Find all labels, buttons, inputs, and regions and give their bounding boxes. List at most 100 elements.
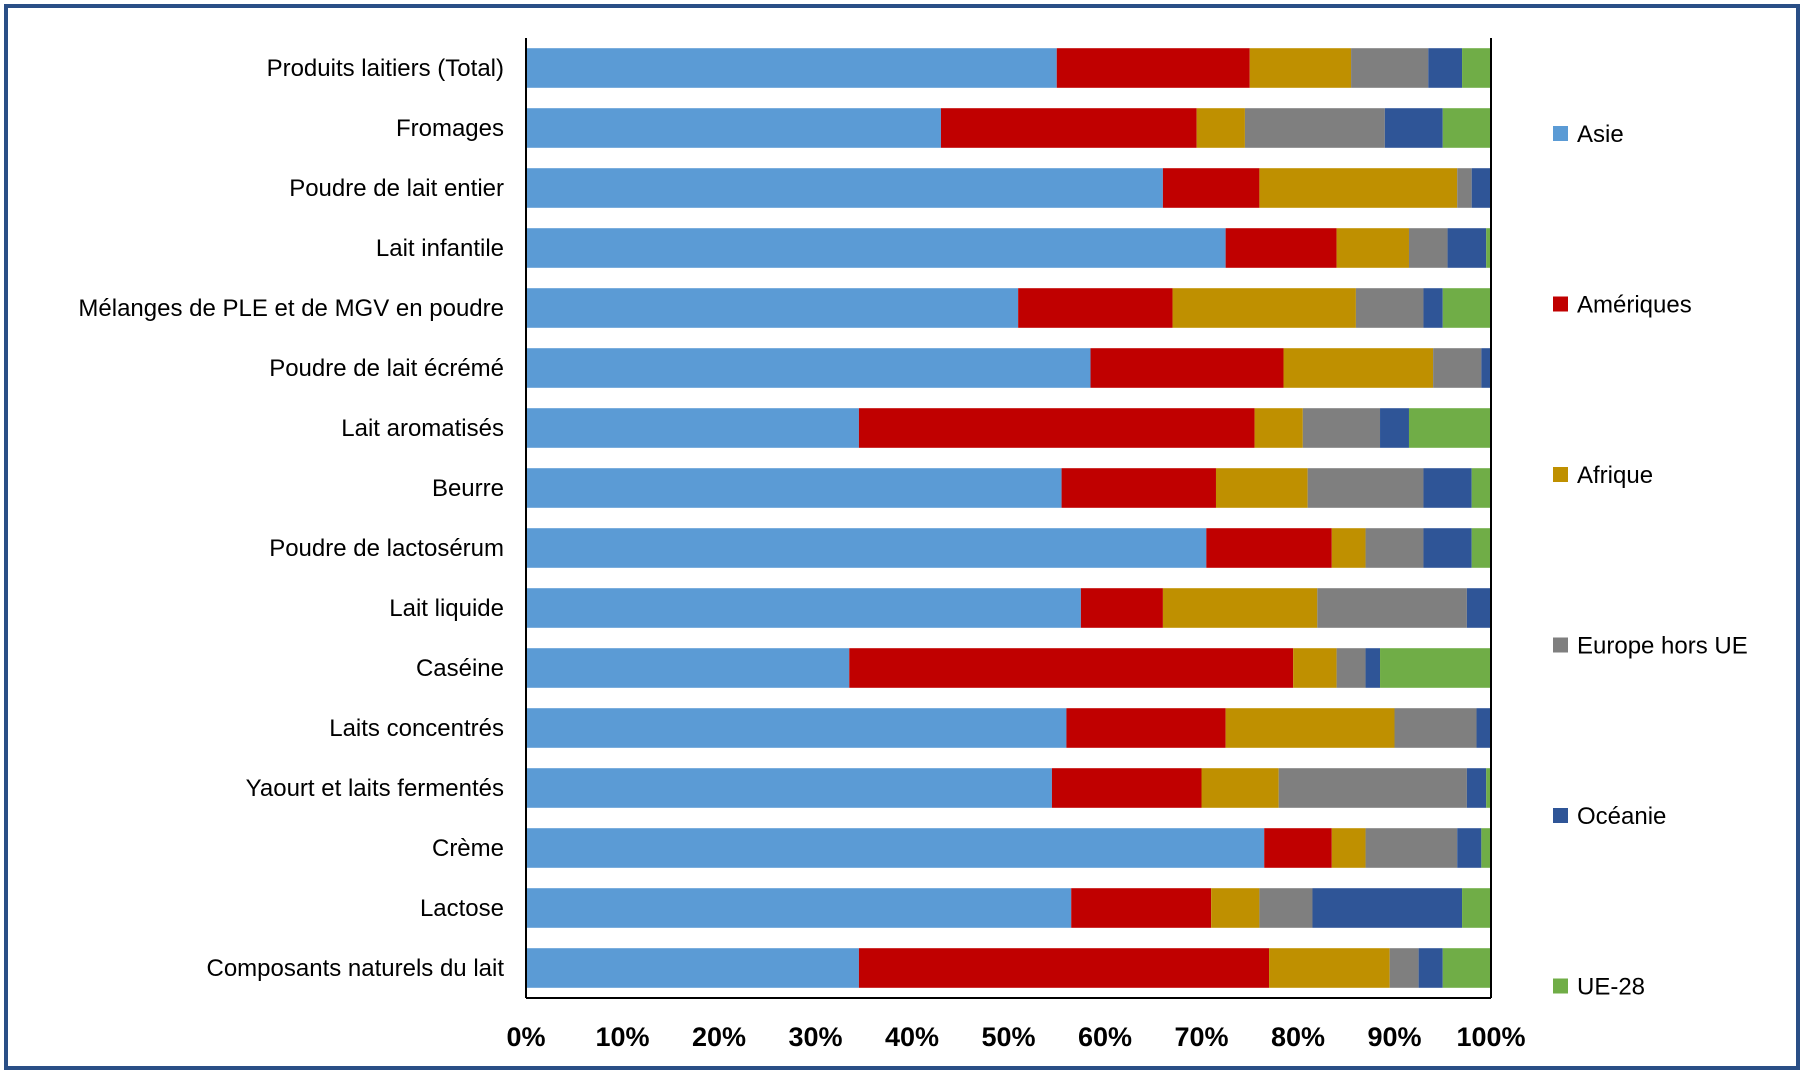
category-label: Lait aromatisés [341,415,504,442]
legend-label: UE-28 [1577,974,1645,1001]
bar-segment-6-row-4 [1486,228,1491,268]
bar-segment-3-row-11 [1293,648,1337,688]
bar-segment-3-row-12 [1225,708,1395,748]
category-label: Mélanges de PLE et de MGV en poudre [78,295,504,322]
bar-segment-2-row-1 [1056,48,1250,88]
x-tick-label: 50% [981,1022,1035,1052]
bar-segment-3-row-10 [1162,588,1318,628]
bar-segment-2-row-6 [1090,348,1284,388]
bar-segment-4-row-14 [1365,828,1458,868]
legend-swatch [1553,978,1568,994]
bar-segment-4-row-9 [1365,528,1424,568]
category-label: Beurre [432,475,504,502]
bar-segment-6-row-15 [1462,888,1491,928]
category-label: Crème [432,835,504,862]
bar-segment-5-row-15 [1312,888,1463,928]
bar-segment-2-row-14 [1264,828,1332,868]
category-label: Poudre de lactosérum [269,535,504,562]
bar-segment-1-row-13 [526,768,1052,808]
x-tick-label: 40% [885,1022,939,1052]
category-label: Lactose [420,895,504,922]
bar-segment-5-row-3 [1471,168,1491,208]
bar-segment-3-row-13 [1201,768,1279,808]
x-tick-label: 10% [595,1022,649,1052]
bar-segment-3-row-4 [1336,228,1409,268]
x-tick-label: 60% [1078,1022,1132,1052]
bar-segment-4-row-15 [1259,888,1313,928]
bar-segment-5-row-5 [1423,288,1443,328]
bar-segment-3-row-3 [1259,168,1458,208]
bar-segment-6-row-2 [1442,108,1491,148]
bar-segment-4-row-10 [1317,588,1467,628]
bar-segment-5-row-13 [1466,768,1487,808]
bar-segment-2-row-11 [849,648,1294,688]
bar-segment-5-row-14 [1457,828,1482,868]
bar-segment-2-row-15 [1071,888,1212,928]
category-label: Produits laitiers (Total) [267,55,504,82]
category-label: Composants naturels du lait [207,955,505,982]
chart-frame: Produits laitiers (Total) Fromages Poudre … [4,4,1800,1070]
x-tick-label: 30% [788,1022,842,1052]
bar-segment-5-row-7 [1380,408,1409,448]
bar-segment-1-row-3 [526,168,1163,208]
bar-segment-1-row-12 [526,708,1067,748]
category-label: Lait infantile [376,235,504,262]
bar-segment-3-row-15 [1211,888,1260,928]
bar-segment-4-row-12 [1394,708,1477,748]
x-tick-label: 0% [506,1022,545,1052]
bar-segment-4-row-4 [1408,228,1448,268]
bar-segment-5-row-1 [1428,48,1463,88]
bar-segment-4-row-2 [1244,108,1385,148]
x-tick-label: 70% [1174,1022,1228,1052]
bar-segment-1-row-2 [526,108,941,148]
bar-segment-5-row-4 [1447,228,1487,268]
legend-swatch [1553,808,1568,823]
bar-segment-5-row-12 [1476,708,1491,748]
bar-segment-3-row-7 [1254,408,1303,448]
legend-label: Europe hors UE [1577,633,1748,660]
bar-segment-6-row-16 [1442,948,1491,988]
bar-segment-4-row-6 [1433,348,1482,388]
legend: Asie Amériques Afrique Europe hors UE Océani… [1553,121,1748,1001]
bar-segment-4-row-11 [1336,648,1366,688]
bar-segment-2-row-3 [1162,168,1260,208]
bar-segment-3-row-8 [1215,468,1308,508]
bar-segment-1-row-5 [526,288,1019,328]
category-label: Lait liquide [389,595,504,622]
category-label: Fromages [396,115,504,142]
bar-segment-6-row-14 [1481,828,1491,868]
bar-segment-3-row-14 [1331,828,1366,868]
bar-segment-1-row-8 [526,468,1062,508]
bar-segment-1-row-10 [526,588,1081,628]
bar-segment-5-row-9 [1423,528,1472,568]
bar-segment-5-row-10 [1466,588,1492,628]
legend-label: Afrique [1577,462,1653,489]
bar-segment-2-row-9 [1206,528,1332,568]
bar-segment-1-row-4 [526,228,1226,268]
bar-segment-4-row-8 [1307,468,1424,508]
legend-label: Asie [1577,121,1624,148]
bar-segment-6-row-1 [1462,48,1491,88]
bar-segment-2-row-10 [1080,588,1163,628]
bar-segment-2-row-4 [1225,228,1337,268]
bar-segment-2-row-8 [1061,468,1216,508]
bar-segment-1-row-14 [526,828,1265,868]
bar-segment-1-row-16 [526,948,859,988]
legend-label: Amériques [1577,292,1692,319]
x-tick-label: 90% [1367,1022,1421,1052]
bar-segment-2-row-2 [940,108,1197,148]
bar-segment-1-row-6 [526,348,1091,388]
bar-segment-5-row-6 [1481,348,1491,388]
bar-segment-6-row-13 [1486,768,1491,808]
bar-segment-4-row-5 [1355,288,1424,328]
bar-segment-4-row-1 [1351,48,1429,88]
category-label: Yaourt et laits fermentés [246,775,504,802]
bar-segment-4-row-7 [1302,408,1381,448]
bar-segment-2-row-16 [858,948,1270,988]
bar-segment-4-row-16 [1389,948,1419,988]
bar-segment-4-row-3 [1457,168,1472,208]
legend-swatch [1553,467,1568,482]
legend-swatch [1553,296,1568,312]
bar-segment-2-row-12 [1066,708,1226,748]
category-label: Poudre de lait entier [289,175,504,202]
